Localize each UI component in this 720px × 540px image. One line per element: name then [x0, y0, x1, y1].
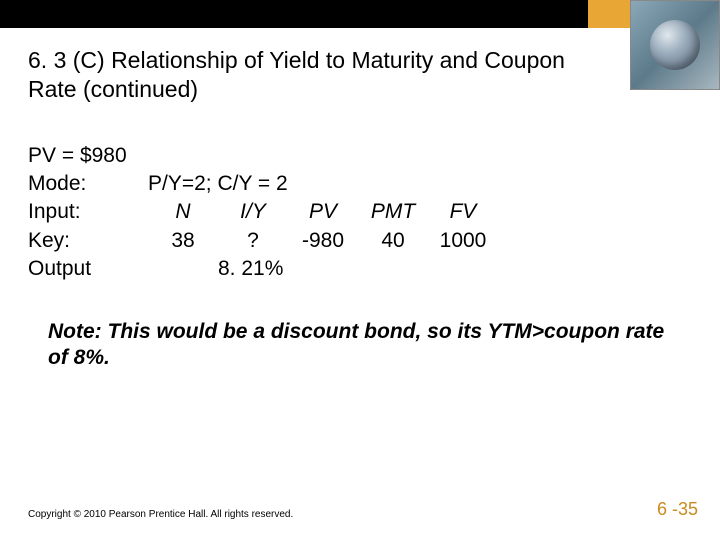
key-pv: -980 — [288, 227, 358, 255]
body-content: PV = $980 Mode: P/Y=2; C/Y = 2 Input: N … — [0, 114, 720, 294]
input-row: Input: N I/Y PV PMT FV — [28, 198, 692, 226]
pv-line: PV = $980 — [28, 142, 692, 170]
key-pmt: 40 — [358, 227, 428, 255]
output-value: 8. 21% — [218, 255, 328, 283]
key-row: Key: 38 ? -980 40 1000 — [28, 227, 692, 255]
copyright-text: Copyright © 2010 Pearson Prentice Hall. … — [28, 509, 293, 520]
key-fv: 1000 — [428, 227, 498, 255]
mode-row: Mode: P/Y=2; C/Y = 2 — [28, 170, 692, 198]
top-bar-accent — [588, 0, 630, 28]
input-pv: PV — [288, 198, 358, 226]
input-iy: I/Y — [218, 198, 288, 226]
note-text: Note: This would be a discount bond, so … — [0, 293, 720, 372]
slide-title: 6. 3 (C) Relationship of Yield to Maturi… — [0, 28, 720, 114]
mode-label: Mode: — [28, 170, 148, 198]
input-n: N — [148, 198, 218, 226]
output-label: Output — [28, 255, 148, 283]
page-number: 6 -35 — [657, 499, 698, 520]
key-n: 38 — [148, 227, 218, 255]
mode-value: P/Y=2; C/Y = 2 — [148, 170, 692, 198]
output-spacer — [148, 255, 218, 283]
input-fv: FV — [428, 198, 498, 226]
key-iy: ? — [218, 227, 288, 255]
input-label: Input: — [28, 198, 148, 226]
input-pmt: PMT — [358, 198, 428, 226]
output-row: Output 8. 21% — [28, 255, 692, 283]
corner-decorative-image — [630, 0, 720, 90]
key-label: Key: — [28, 227, 148, 255]
top-bar — [0, 0, 720, 28]
